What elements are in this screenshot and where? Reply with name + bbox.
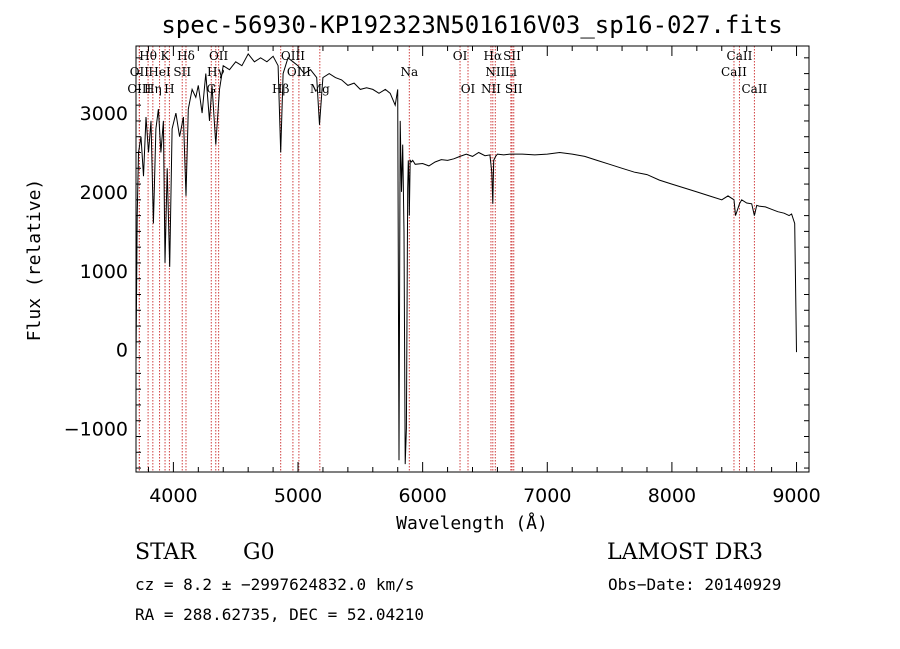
- survey-name: LAMOST DR3: [607, 540, 763, 565]
- spectral-line-label: OIII: [287, 65, 311, 79]
- spectral-line-label: Li: [505, 65, 517, 79]
- x-tick-label: 7000: [523, 485, 571, 507]
- observation-date: Obs−Date: 20140929: [608, 575, 782, 594]
- spectral-line-label: OIII: [281, 49, 305, 63]
- x-tick-label: 4000: [149, 485, 197, 507]
- y-tick-label: 2000: [80, 182, 128, 204]
- spectral-line-label: NII: [485, 65, 505, 79]
- spectral-line-label: K: [161, 49, 171, 63]
- y-tick-label: −1000: [64, 419, 128, 441]
- spectral-line-label: Hα: [484, 49, 503, 63]
- spectral-line-label: Mg: [310, 82, 330, 96]
- object-subclass: G0: [243, 540, 275, 565]
- spectral-line-label: HeI: [148, 65, 171, 79]
- x-tick-label: 8000: [648, 485, 696, 507]
- y-axis-label: Flux (relative): [24, 179, 45, 342]
- spectral-line-label: Hη: [144, 82, 162, 96]
- spectral-line-label: CaII: [727, 49, 753, 63]
- spectral-line-label: SII: [173, 65, 191, 79]
- x-axis-label: Wavelength (Å): [396, 512, 548, 534]
- spectral-line-label: OI: [461, 82, 476, 96]
- spectral-line-label: Na: [400, 65, 418, 79]
- y-axis-ticks: −1000 0 1000 2000 3000: [64, 57, 809, 469]
- chart-title: spec-56930-KP192323N501616V03_sp16-027.f…: [161, 11, 782, 39]
- flux-series-line: [135, 52, 797, 465]
- y-tick-label: 3000: [80, 103, 128, 125]
- object-class: STAR: [135, 540, 196, 565]
- x-axis-ticks: 4000 5000 6000 7000 8000 9000: [147, 46, 821, 507]
- spectral-line-label: SII: [503, 49, 521, 63]
- x-tick-label: 5000: [274, 485, 322, 507]
- spectral-line-label: CaII: [721, 65, 747, 79]
- redshift-readout: cz = 8.2 ± −2997624832.0 km/s: [135, 575, 415, 594]
- spectral-line-label: NII: [481, 82, 501, 96]
- plot-frame: [135, 45, 810, 473]
- spectral-line-label: CaII: [741, 82, 767, 96]
- spectral-line-label: OII: [209, 49, 229, 63]
- spectral-line-label: Hγ: [207, 65, 225, 79]
- spectral-line-label: SII: [505, 82, 523, 96]
- spectral-line-label: H: [164, 82, 174, 96]
- y-tick-label: 1000: [80, 261, 128, 283]
- ra-dec-readout: RA = 288.62735, DEC = 52.04210: [135, 605, 424, 624]
- spectral-line-label: OII: [130, 65, 150, 79]
- spectral-line-label: OI: [453, 49, 468, 63]
- x-tick-label: 6000: [398, 485, 446, 507]
- y-tick-label: 0: [116, 340, 128, 362]
- x-tick-label: 9000: [772, 485, 820, 507]
- spectral-line-label: Hβ: [272, 82, 289, 96]
- spectral-line-markers: [138, 46, 755, 472]
- spectral-line-label: Hδ: [177, 49, 195, 63]
- spectral-line-label: Hθ: [139, 49, 157, 63]
